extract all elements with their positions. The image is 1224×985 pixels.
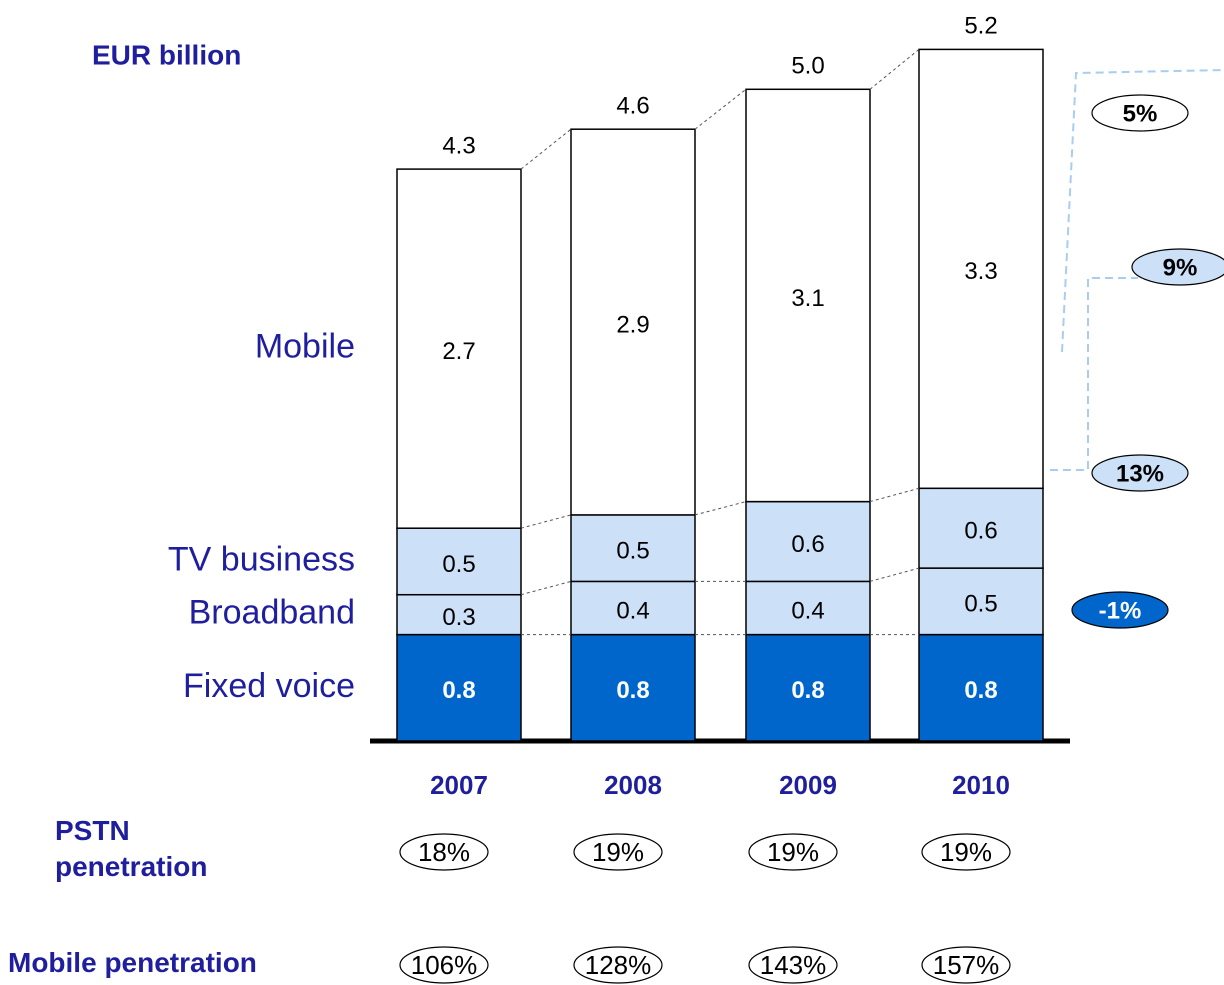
- segment-label: 0.5: [616, 537, 649, 564]
- penetration-badge: [748, 946, 838, 984]
- bar-segment: [745, 500, 871, 583]
- row-label: PSTN penetration: [55, 815, 208, 882]
- penetration-badge: [399, 833, 489, 871]
- penetration-badge: [921, 946, 1011, 984]
- penetration-badge: [573, 946, 663, 984]
- x-tick-label: 2010: [952, 770, 1010, 800]
- connector: [520, 128, 572, 170]
- growth-label: 5%: [1123, 100, 1158, 127]
- growth-badge: [1131, 248, 1224, 286]
- penetration-badge: [399, 946, 489, 984]
- bar-segment: [396, 633, 522, 742]
- segment-label: 0.8: [964, 677, 997, 704]
- bar-segment: [918, 633, 1044, 742]
- segment-label: 0.6: [964, 518, 997, 545]
- bar-segment: [745, 580, 871, 636]
- penetration-label: 19%: [940, 837, 992, 867]
- total-label: 4.6: [616, 93, 649, 120]
- series-name: Mobile: [255, 328, 355, 366]
- penetration-badge: [573, 833, 663, 871]
- segment-label: 3.3: [964, 258, 997, 285]
- segment-label: 0.5: [442, 551, 475, 578]
- connector: [520, 580, 572, 596]
- segment-label: 2.9: [616, 311, 649, 338]
- penetration-label: 19%: [767, 837, 819, 867]
- growth-label: -1%: [1099, 597, 1142, 624]
- penetration-label: 106%: [411, 950, 478, 980]
- bar-segment: [396, 168, 522, 529]
- bracket: [1061, 69, 1224, 353]
- series-name: Fixed voice: [183, 667, 355, 705]
- bar-segment: [570, 514, 696, 583]
- connector: [694, 88, 747, 130]
- segment-label: 3.1: [791, 285, 824, 312]
- series-name: Broadband: [189, 594, 355, 632]
- x-tick-label: 2009: [779, 770, 837, 800]
- bar-segment: [570, 128, 696, 516]
- segment-label: 0.8: [616, 677, 649, 704]
- total-label: 4.3: [442, 132, 475, 159]
- growth-badge: [1091, 94, 1189, 132]
- bar-segment: [396, 593, 522, 636]
- connector: [869, 487, 920, 503]
- penetration-label: 128%: [585, 950, 652, 980]
- segment-label: 0.8: [442, 677, 475, 704]
- bar-segment: [745, 88, 871, 503]
- growth-brackets: [1050, 69, 1224, 471]
- bar-segment: [918, 567, 1044, 636]
- row-label: Mobile penetration: [8, 947, 257, 978]
- connector: [869, 49, 920, 90]
- connector: [869, 567, 920, 582]
- penetration-label: 157%: [933, 950, 1000, 980]
- penetration-label: 19%: [592, 837, 644, 867]
- segment-label: 2.7: [442, 338, 475, 365]
- unit-label: EUR billion: [92, 39, 241, 70]
- penetration-badge: [921, 833, 1011, 871]
- segment-label: 0.6: [791, 531, 824, 558]
- total-label: 5.0: [791, 53, 824, 80]
- growth-label: 13%: [1116, 460, 1164, 487]
- bar-segment: [745, 633, 871, 742]
- segment-label: 0.4: [791, 597, 824, 624]
- growth-badge: [1071, 591, 1169, 629]
- connector: [520, 514, 572, 529]
- series-name: TV business: [168, 540, 355, 578]
- connector: [694, 501, 747, 516]
- segment-label: 0.4: [616, 597, 649, 624]
- segment-label: 0.5: [964, 591, 997, 618]
- growth-badge: [1091, 454, 1189, 492]
- x-tick-label: 2008: [604, 770, 662, 800]
- bar-segment: [918, 48, 1044, 490]
- penetration-badge: [748, 833, 838, 871]
- segment-label: 0.3: [442, 604, 475, 631]
- total-label: 5.2: [964, 13, 997, 40]
- penetration-label: 143%: [760, 950, 827, 980]
- bar-segment: [570, 580, 696, 636]
- x-tick-label: 2007: [430, 770, 488, 800]
- growth-label: 9%: [1163, 254, 1198, 281]
- bar-segment: [918, 487, 1044, 569]
- bracket: [1050, 277, 1138, 471]
- penetration-label: 18%: [418, 837, 470, 867]
- segment-label: 0.8: [791, 677, 824, 704]
